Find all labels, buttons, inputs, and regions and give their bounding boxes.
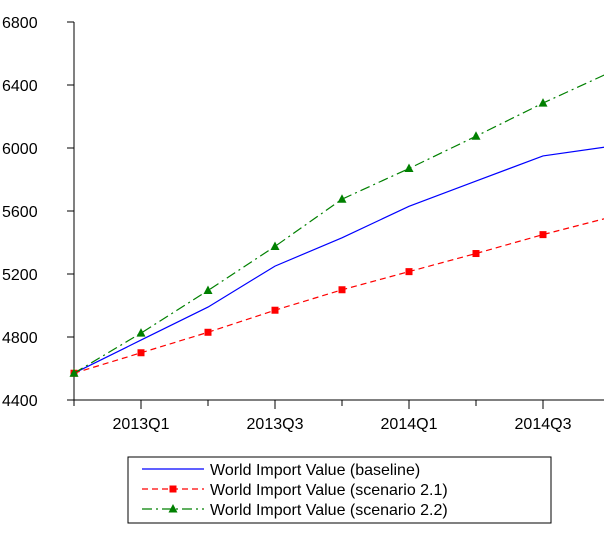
y-tick-label: 5600	[2, 204, 38, 221]
series-3	[70, 72, 604, 376]
x-tick-label: 2014Q3	[515, 416, 572, 433]
marker-square	[170, 486, 177, 493]
marker-square	[138, 349, 145, 356]
marker-triangle	[338, 194, 347, 203]
marker-triangle	[271, 241, 280, 250]
marker-triangle	[204, 286, 213, 295]
y-tick-label: 4800	[2, 330, 38, 347]
y-tick-label: 6000	[2, 141, 38, 158]
marker-square	[406, 268, 413, 275]
series-1	[74, 146, 604, 373]
x-tick-label: 2013Q1	[113, 416, 170, 433]
series-line	[74, 72, 604, 373]
legend-label: World Import Value (scenario 2.2)	[210, 502, 448, 519]
marker-square	[272, 307, 279, 314]
x-tick-label: 2013Q3	[247, 416, 304, 433]
axes: 4400 4800 5200 5600 6000 6400 6800 2013Q1 2013Q3…	[2, 15, 604, 433]
series-line	[74, 146, 604, 373]
x-tick-label: 2014Q1	[381, 416, 438, 433]
marker-square	[339, 286, 346, 293]
legend: World Import Value (baseline) World Impor…	[128, 457, 551, 523]
marker-triangle	[472, 131, 481, 140]
marker-square	[473, 250, 480, 257]
y-tick-label: 5200	[2, 267, 38, 284]
marker-square	[205, 329, 212, 336]
y-tick-label: 6800	[2, 15, 38, 32]
series-line	[74, 217, 604, 373]
series-layer	[70, 72, 604, 376]
legend-label: World Import Value (scenario 2.1)	[210, 482, 448, 499]
marker-square	[540, 231, 547, 238]
y-tick-label: 4400	[2, 393, 38, 410]
legend-label: World Import Value (baseline)	[210, 462, 420, 479]
marker-triangle	[137, 328, 146, 337]
marker-triangle	[405, 163, 414, 172]
series-2	[71, 217, 604, 376]
y-tick-label: 6400	[2, 78, 38, 95]
marker-triangle	[539, 98, 548, 107]
